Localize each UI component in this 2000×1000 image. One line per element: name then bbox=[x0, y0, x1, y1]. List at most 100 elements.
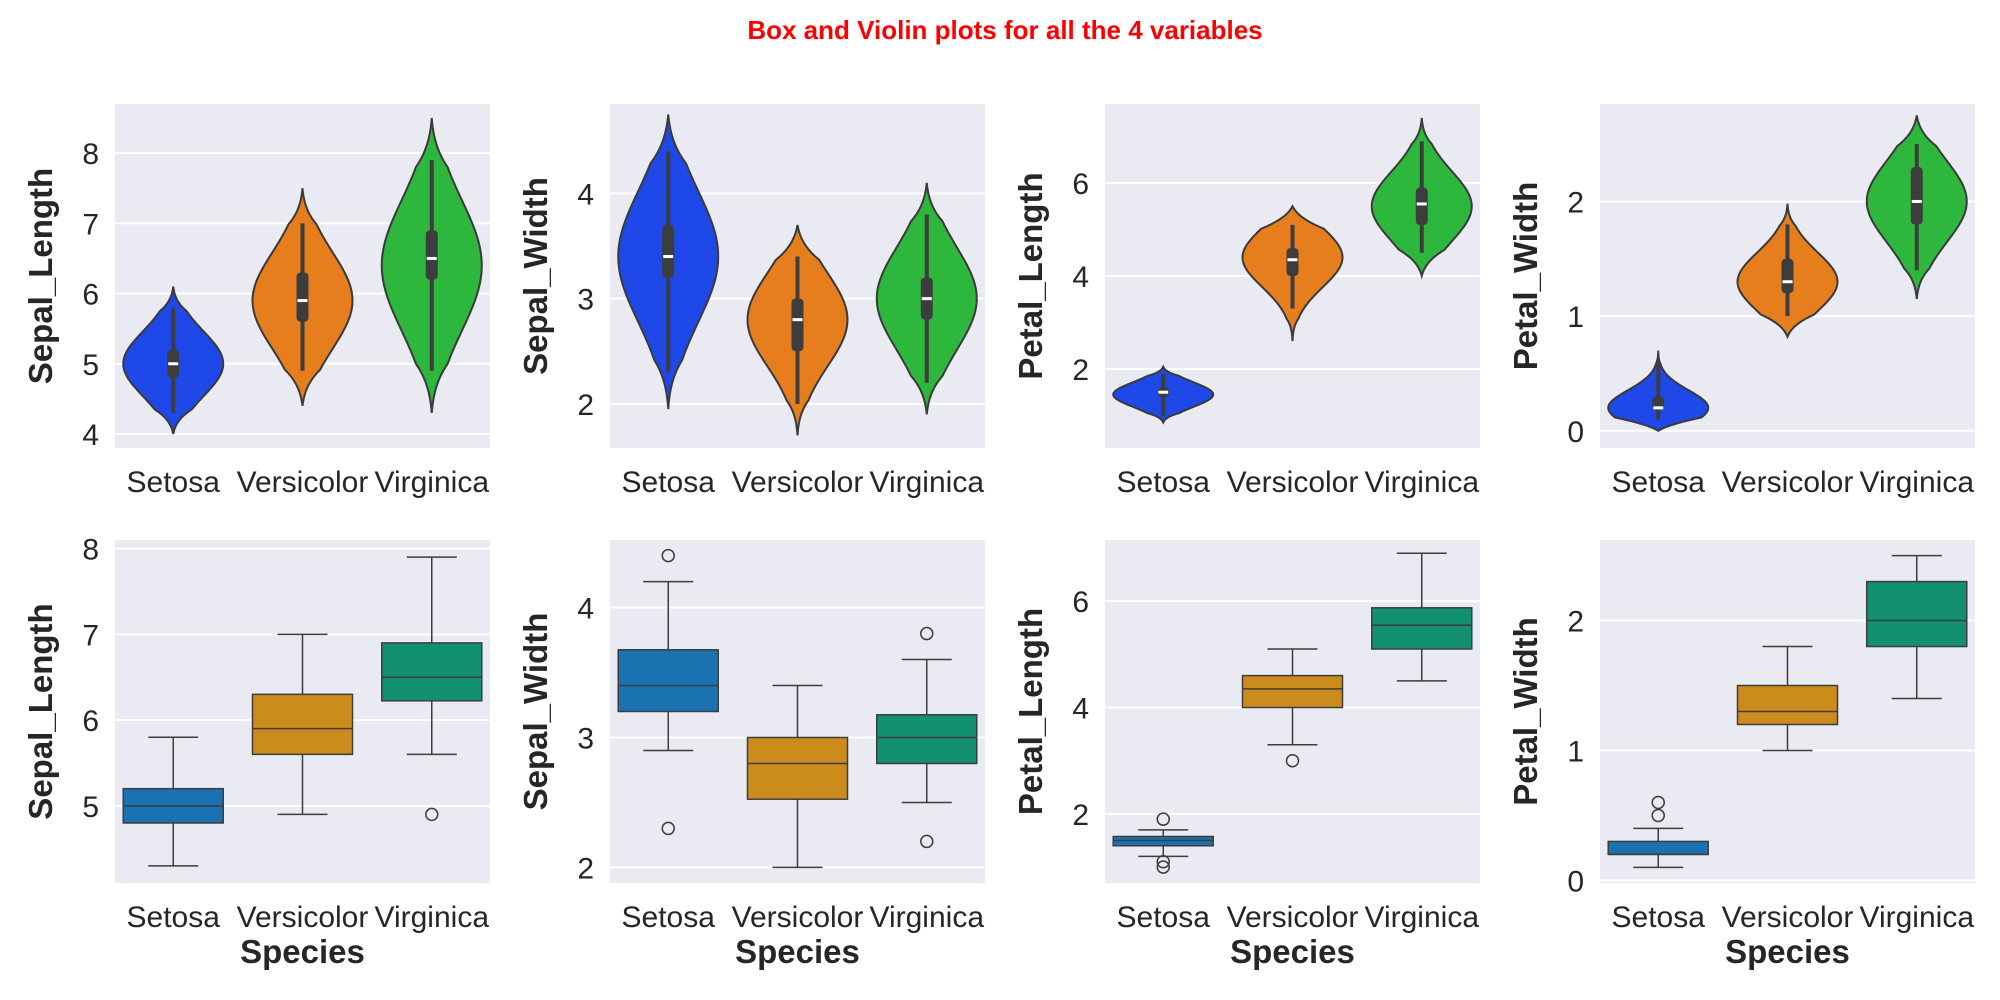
y-tick-label: 7 bbox=[82, 619, 99, 652]
y-axis-label: Petal_Width bbox=[1507, 182, 1544, 371]
x-tick-label: Virginica bbox=[375, 466, 490, 499]
box-iqr bbox=[1736, 684, 1839, 726]
x-tick-label: Versicolor bbox=[1227, 466, 1359, 499]
y-tick-label: 3 bbox=[577, 284, 594, 317]
subplot-violin-sepal-width: 2 3 4 Setosa Versicolor Virginica Sepal_Width bbox=[517, 104, 985, 499]
x-tick-label: Versicolor bbox=[732, 901, 864, 934]
x-tick-label: Setosa bbox=[1117, 466, 1211, 499]
box-outlier bbox=[661, 548, 675, 563]
y-tick-label: 4 bbox=[1072, 261, 1089, 294]
x-tick-label: Setosa bbox=[1612, 466, 1706, 499]
box-outlier bbox=[1156, 860, 1170, 874]
y-tick-label: 0 bbox=[1567, 416, 1584, 449]
x-tick-label: Setosa bbox=[622, 901, 716, 934]
y-tick-label: 2 bbox=[1567, 606, 1584, 639]
violin-iqr-box bbox=[1286, 248, 1299, 276]
y-tick-label: 6 bbox=[82, 279, 99, 312]
x-axis-label: Species bbox=[735, 933, 860, 970]
y-tick-label: 4 bbox=[577, 593, 594, 626]
y-axis-label: Petal_Length bbox=[1012, 608, 1049, 815]
y-tick-label: 1 bbox=[1567, 301, 1584, 334]
y-tick-label: 6 bbox=[1072, 586, 1089, 619]
y-tick-label: 5 bbox=[82, 791, 99, 824]
x-tick-label: Virginica bbox=[1860, 466, 1975, 499]
box-iqr bbox=[1607, 840, 1709, 856]
violin-iqr-box bbox=[1415, 187, 1428, 225]
box-iqr bbox=[1371, 607, 1473, 650]
box-iqr bbox=[617, 649, 719, 713]
box-outlier bbox=[425, 807, 439, 822]
box-iqr bbox=[1241, 674, 1344, 709]
violin-iqr-box bbox=[425, 230, 438, 280]
subplot-box-sepal-length: 5 6 7 8 Setosa Versicolor Virginica Sepal_Lengt… bbox=[22, 534, 490, 970]
violin-iqr-box bbox=[662, 224, 675, 278]
x-tick-label: Setosa bbox=[622, 466, 716, 499]
box-outlier bbox=[1156, 812, 1170, 826]
y-tick-label: 2 bbox=[1072, 354, 1089, 387]
y-axis-label: Sepal_Width bbox=[517, 177, 554, 375]
y-tick-label: 8 bbox=[82, 534, 99, 567]
x-axis-label: Species bbox=[240, 933, 365, 970]
x-tick-label: Virginica bbox=[375, 901, 490, 934]
subplot-box-petal-width: 0 1 2 Setosa Versicolor Virginica Petal_Width S… bbox=[1507, 540, 1975, 970]
y-tick-label: 4 bbox=[1072, 693, 1089, 726]
violin-iqr-box bbox=[1781, 258, 1794, 294]
x-tick-label: Virginica bbox=[1365, 901, 1480, 934]
y-tick-label: 1 bbox=[1567, 735, 1584, 768]
subplot-box-petal-length: 2 4 6 Setosa Versicolor Virginica Petal_Length… bbox=[1012, 540, 1480, 970]
box-outlier bbox=[1651, 795, 1665, 810]
x-tick-label: Versicolor bbox=[237, 901, 369, 934]
x-tick-label: Virginica bbox=[870, 901, 985, 934]
box-outlier bbox=[661, 821, 675, 836]
box-outlier bbox=[1651, 808, 1665, 823]
box-iqr bbox=[1866, 580, 1968, 648]
box-iqr bbox=[876, 713, 978, 765]
subplot-violin-petal-width: 0 1 2 Setosa Versicolor Virginica Petal_Width bbox=[1507, 104, 1975, 499]
y-tick-label: 8 bbox=[82, 138, 99, 171]
subplot-violin-sepal-length: 4 5 6 7 8 Setosa Versicolor Virginica Sepal_Leng… bbox=[22, 104, 490, 499]
y-tick-label: 2 bbox=[577, 389, 594, 422]
subplot-box-sepal-width: 2 3 4 Setosa Versicolor Virginica Sepal_Width S… bbox=[517, 540, 985, 970]
violin-iqr-box bbox=[1910, 167, 1923, 225]
y-tick-label: 2 bbox=[1072, 799, 1089, 832]
x-tick-label: Setosa bbox=[127, 466, 221, 499]
x-tick-label: Versicolor bbox=[1722, 901, 1854, 934]
y-axis-label: Sepal_Width bbox=[517, 613, 554, 811]
x-tick-label: Versicolor bbox=[237, 466, 369, 499]
x-tick-label: Setosa bbox=[1117, 901, 1211, 934]
x-tick-label: Versicolor bbox=[1722, 466, 1854, 499]
x-tick-label: Virginica bbox=[1860, 901, 1975, 934]
x-axis-label: Species bbox=[1230, 933, 1355, 970]
box-outlier bbox=[1156, 854, 1170, 869]
y-axis-label: Sepal_Length bbox=[22, 603, 59, 819]
y-axis-label: Petal_Length bbox=[1012, 172, 1049, 379]
box-iqr bbox=[381, 642, 483, 702]
x-tick-label: Virginica bbox=[1365, 466, 1480, 499]
y-tick-label: 4 bbox=[577, 178, 594, 211]
y-tick-label: 6 bbox=[1072, 168, 1089, 201]
x-tick-label: Versicolor bbox=[1227, 901, 1359, 934]
violin-iqr-box bbox=[1652, 396, 1665, 408]
y-tick-label: 7 bbox=[82, 208, 99, 241]
box-outlier bbox=[920, 834, 934, 849]
violin-iqr-box bbox=[791, 298, 804, 352]
y-axis-label: Sepal_Length bbox=[22, 168, 59, 384]
box-outlier bbox=[920, 626, 934, 641]
x-axis-label: Species bbox=[1725, 933, 1850, 970]
y-tick-label: 0 bbox=[1567, 865, 1584, 898]
x-tick-label: Setosa bbox=[127, 901, 221, 934]
box-outlier bbox=[1285, 753, 1300, 768]
box-iqr bbox=[746, 736, 849, 800]
x-tick-label: Setosa bbox=[1612, 901, 1706, 934]
figure-title: Box and Violin plots for all the 4 varia… bbox=[747, 15, 1262, 45]
y-tick-label: 5 bbox=[82, 349, 99, 382]
violin-iqr-box bbox=[296, 272, 309, 322]
x-tick-label: Virginica bbox=[870, 466, 985, 499]
y-axis-label: Petal_Width bbox=[1507, 617, 1544, 806]
y-tick-label: 2 bbox=[577, 852, 594, 885]
box-iqr bbox=[251, 693, 354, 756]
y-tick-label: 3 bbox=[577, 722, 594, 755]
y-tick-label: 6 bbox=[82, 705, 99, 738]
